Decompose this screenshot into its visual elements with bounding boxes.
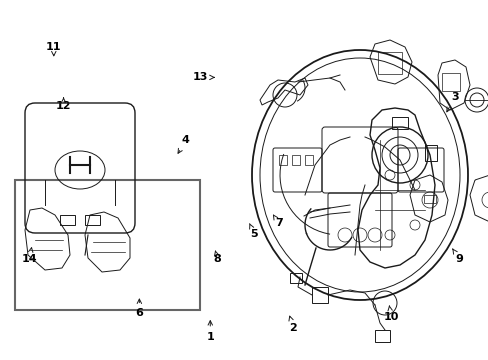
Bar — [279, 155, 286, 165]
Text: 9: 9 — [452, 249, 463, 264]
Text: 6: 6 — [135, 299, 143, 318]
Text: 12: 12 — [56, 98, 71, 111]
Bar — [311, 287, 327, 303]
Text: 10: 10 — [383, 306, 398, 322]
Text: 8: 8 — [213, 251, 221, 264]
Text: 5: 5 — [249, 224, 258, 239]
Text: 1: 1 — [206, 321, 214, 342]
Text: 11: 11 — [46, 42, 61, 56]
Text: 14: 14 — [21, 248, 37, 264]
Bar — [424, 145, 436, 161]
Text: 3: 3 — [446, 92, 458, 112]
Text: 4: 4 — [178, 135, 189, 153]
Bar — [391, 117, 407, 129]
Text: 13: 13 — [192, 72, 214, 82]
Bar — [291, 155, 299, 165]
Bar — [85, 215, 100, 225]
Bar — [305, 155, 312, 165]
Bar — [441, 73, 459, 91]
Bar — [377, 52, 401, 74]
Text: 7: 7 — [273, 215, 282, 228]
Text: 2: 2 — [288, 316, 297, 333]
Bar — [60, 215, 75, 225]
Bar — [289, 273, 302, 283]
Bar — [423, 195, 435, 203]
Bar — [374, 330, 389, 342]
